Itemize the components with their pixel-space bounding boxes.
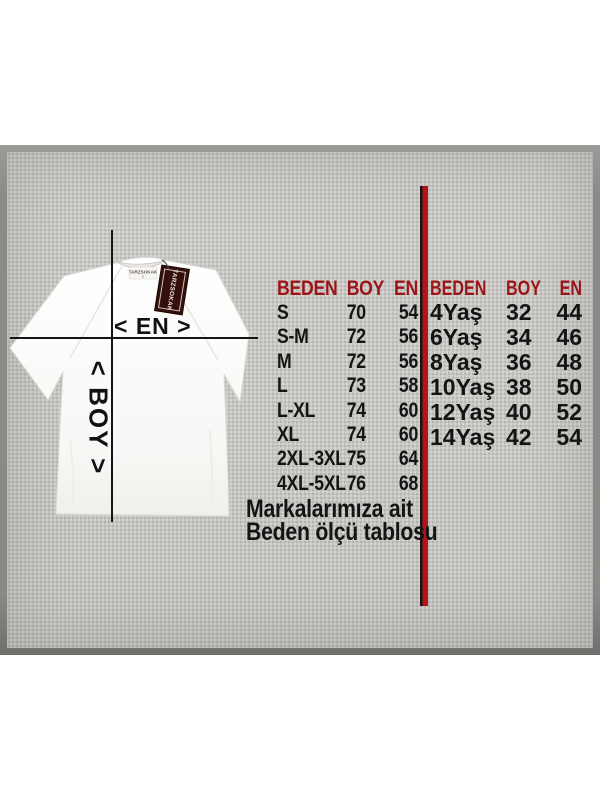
table-cell: 60 [398,422,419,447]
hang-tag: TARZSOKAK [154,264,190,316]
table-cell: 42 [506,424,532,450]
table-row: 14Yaş 42 54 [430,425,582,450]
table-cell: 32 [506,299,532,325]
table-cell: 70 [346,300,366,324]
table-cell: 68 [398,470,419,495]
table-cell: 48 [556,349,582,375]
table-cell: 36 [506,349,532,375]
cuff-line-right [223,373,241,403]
fold-line [209,429,214,509]
table-cell: 14Yaş [430,424,496,450]
length-axis-label: < BOY > [84,360,114,476]
gray-textured-panel [0,145,600,655]
table-cell: 54 [398,300,419,324]
table-row: S-M 72 56 [277,324,418,348]
table-cell: 52 [556,399,582,425]
neck-label-text: TARZSOKAK [129,270,158,275]
table-cell: 72 [346,324,366,349]
cuff-line-left [47,371,64,401]
table-cell: 2XL-3XL [277,446,346,471]
table-cell: L-XL [277,397,316,422]
table-row: 2XL-3XL 75 64 [277,446,418,470]
table-cell: 73 [346,373,366,398]
table-cell: 60 [398,397,419,422]
table-cell: 58 [398,373,419,398]
raglan-seam-left [69,265,123,359]
width-axis-label: < EN > [114,313,192,339]
table-cell: 76 [346,470,366,495]
table-cell: 74 [346,397,366,422]
table-row: 6Yaş 34 46 [430,325,582,350]
table-row: L-XL 74 60 [277,398,418,422]
caption-line-1: Markalarımıza ait [246,495,413,523]
kids-table-header: BEDEN BOY EN [430,277,582,300]
caption-line-2: Beden ölçü tablosu [246,517,438,546]
adult-table-header: BEDEN BOY EN [277,277,418,300]
column-header-beden: BEDEN [277,276,338,300]
table-cell: M [277,348,292,373]
caption: Markalarımıza ait Beden ölçü tablosu [246,495,438,546]
table-row: L 73 58 [277,373,418,397]
table-row: 4Yaş 32 44 [430,300,582,325]
table-cell: 6Yaş [430,324,483,350]
tshirt-illustration: TARZSOKAK S TARZSOKAK [9,257,250,517]
table-cell: 40 [506,399,532,425]
neck-label-size: S [142,275,145,279]
table-row: 12Yaş 40 52 [430,400,582,425]
table-row: S 70 54 [277,300,418,324]
fold-line [69,439,75,509]
table-cell: 72 [346,348,366,373]
column-header-en: EN [559,276,582,300]
table-cell: 46 [556,324,582,350]
table-cell: S-M [277,324,309,349]
table-row: M 72 56 [277,349,418,373]
adult-size-table: BEDEN BOY EN S 70 54 S-M 72 56 M 72 56 L 73 58 L-XL 7… [277,277,418,495]
column-header-boy: BOY [506,276,541,300]
table-cell: 75 [346,446,366,471]
kids-size-table: BEDEN BOY EN 4Yaş 32 44 6Yaş 34 46 8Yaş 36 48 10Y… [430,277,582,450]
table-cell: 54 [556,424,582,450]
column-header-boy: BOY [346,276,385,300]
length-measure-line [110,230,113,522]
table-cell: 38 [506,374,532,400]
table-divider-line [420,186,428,606]
table-cell: 12Yaş [430,399,496,425]
table-cell: 50 [556,374,582,400]
column-header-beden: BEDEN [430,276,487,300]
table-cell: 56 [398,348,419,373]
table-cell: L [277,373,288,398]
neck-label [128,266,158,280]
table-row: 8Yaş 36 48 [430,350,582,375]
table-cell: 64 [398,446,419,471]
table-cell: S [277,300,289,324]
tshirt-body [9,257,250,517]
kids-table-rows: 4Yaş 32 44 6Yaş 34 46 8Yaş 36 48 10Yaş 38 50 12Yaş 40… [430,300,582,450]
adult-table-rows: S 70 54 S-M 72 56 M 72 56 L 73 58 L-XL 74 60 XL 74 60 2XL-… [277,300,418,495]
table-cell: 4XL-5XL [277,470,346,495]
table-row: XL 74 60 [277,422,418,446]
table-cell: 8Yaş [430,349,483,375]
table-cell: 74 [346,422,366,447]
table-cell: 56 [398,324,419,349]
table-cell: 4Yaş [430,299,483,325]
table-cell: XL [277,422,300,447]
table-cell: 34 [506,324,532,350]
table-row: 10Yaş 38 50 [430,375,582,400]
tag-string [161,259,170,270]
table-cell: 44 [556,299,582,325]
column-header-en: EN [394,276,419,300]
table-cell: 10Yaş [430,374,496,400]
width-measure-line [10,336,258,339]
table-row: 4XL-5XL 76 68 [277,471,418,495]
